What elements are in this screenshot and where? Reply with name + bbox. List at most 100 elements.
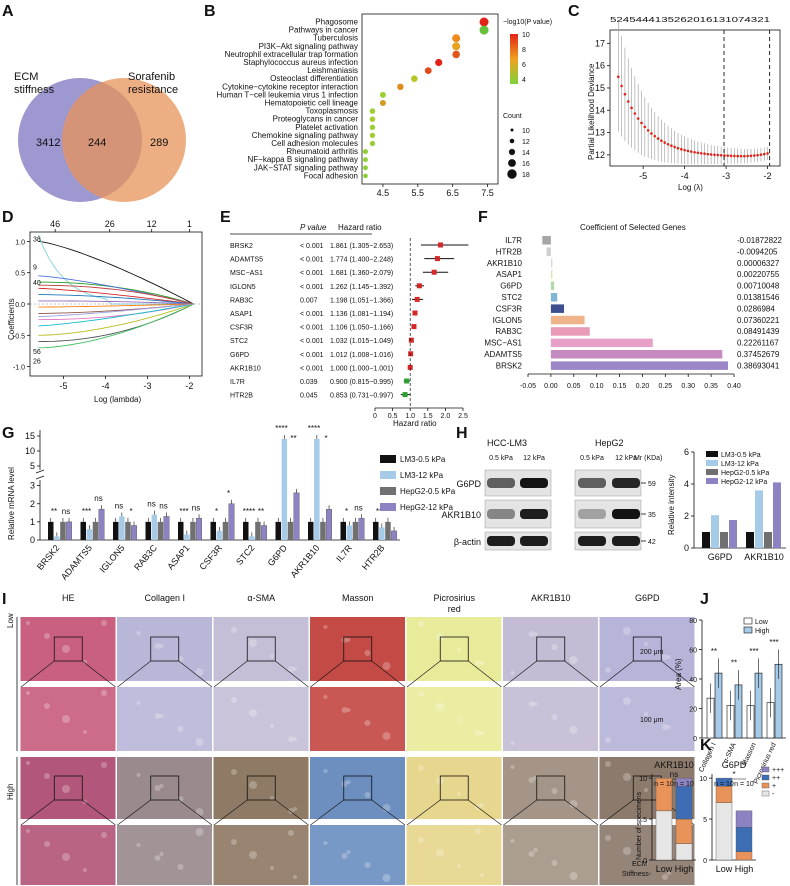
pathway-label: Toxoplasmosis <box>306 107 358 116</box>
j-legend-label: Low <box>755 619 769 626</box>
g-bar <box>119 516 125 540</box>
cv-point <box>719 153 723 157</box>
i-col-header: AKR1B10 <box>531 593 571 603</box>
g-sig-lm3: **** <box>275 424 287 433</box>
zoom-line <box>117 799 151 826</box>
g-sig-hepg2: ** <box>290 434 296 443</box>
tile-texture <box>270 796 274 800</box>
k-stack-segment <box>715 786 733 803</box>
forest-pvalue: < 0.001 <box>300 270 324 277</box>
c-ytick-label: 12 <box>595 150 605 160</box>
zoom-line <box>20 799 55 826</box>
tile-texture <box>231 627 237 633</box>
zoom-line <box>82 660 116 688</box>
coef-gene: STC2 <box>502 293 523 302</box>
coef-value: -0.0094205 <box>737 247 778 256</box>
venn-left-label: ECM stiffness <box>14 71 55 96</box>
tile-texture <box>528 777 535 783</box>
histology-tile <box>599 617 695 681</box>
h-cell1: HCC-LM3 <box>487 438 527 448</box>
tile-texture <box>667 725 671 729</box>
panel-f: F Coefficient of Selected Genes IL7R -0.0… <box>478 209 782 390</box>
zoom-box <box>246 775 276 801</box>
d-xtick-label: -3 <box>143 381 151 391</box>
tile-texture <box>62 715 70 723</box>
g-gene-label: IL7R <box>334 542 354 563</box>
color-tick: 8 <box>522 47 526 54</box>
coef-value: 0.00710048 <box>737 282 780 291</box>
pathway-bubble <box>369 116 376 122</box>
k-sig: * <box>732 770 735 779</box>
k-legend-label: ++ <box>772 775 780 782</box>
d-xtick-label: -5 <box>60 381 68 391</box>
h-protein-label: G6PD <box>456 479 481 489</box>
panel-label-b: B <box>204 3 216 20</box>
j-ylabel: Area (%) <box>674 658 683 690</box>
tile-texture <box>154 643 161 649</box>
g-ytick-label: 15 <box>25 431 35 441</box>
tile-texture <box>551 860 558 866</box>
pathway-bubble <box>411 75 418 82</box>
g-bar <box>190 521 196 540</box>
tile-texture <box>136 701 141 705</box>
cv-point <box>663 141 667 144</box>
tile-texture <box>26 829 30 833</box>
g-bar <box>255 521 261 540</box>
pathway-label: Neutrophil extracellular trap formation <box>225 50 358 59</box>
g-legend: LM3-0.5 kPa LM3-12 kPa HepG2-0.5 kPa HepG2-… <box>380 455 456 512</box>
c-xtick-label: -5 <box>639 171 647 181</box>
h-band <box>578 509 606 519</box>
histology-tile <box>599 687 695 751</box>
i-col-header: Collagen I <box>144 593 185 603</box>
tile-texture <box>249 851 257 859</box>
k-stack-segment <box>715 802 733 861</box>
h-lane-label: 0.5 kPa <box>580 455 604 462</box>
histology-tile <box>117 687 212 751</box>
forest-gene: CSF3R <box>230 325 253 332</box>
pathway-bubble <box>452 34 461 43</box>
i-col-header-2: red <box>448 604 461 614</box>
cv-point <box>749 154 753 158</box>
d-xlabel: Log (lambda) <box>94 395 141 404</box>
k-ylabel: Number of specimens <box>636 791 643 860</box>
i-col-header: Picrosirius <box>433 593 475 603</box>
count-label: 14 <box>522 150 530 157</box>
k-ytick-label: 5 <box>643 817 647 824</box>
h-ytick-label: 6 <box>684 447 689 457</box>
g-axis-break <box>35 475 45 480</box>
coef-bar <box>550 293 558 302</box>
j-sig: *** <box>769 638 778 647</box>
histology-tile <box>117 825 212 885</box>
coef-tick-label: 0.35 <box>704 383 718 390</box>
cv-point <box>736 154 740 158</box>
cv-point <box>746 154 749 158</box>
tile-texture <box>62 645 70 653</box>
tile-texture <box>457 648 461 652</box>
pathway-bubble <box>362 149 368 155</box>
coef-tick-label: 0.30 <box>681 383 695 390</box>
j-legend-swatch <box>743 626 753 634</box>
forest-point <box>408 351 414 357</box>
pathway-bubble <box>369 124 376 130</box>
g-bar <box>352 521 359 540</box>
tile-texture <box>293 737 297 741</box>
g-sig-hepg2: ns <box>192 503 200 512</box>
tile-texture <box>44 633 50 639</box>
coef-bar <box>550 258 553 268</box>
cv-point <box>640 121 643 125</box>
count-label: 10 <box>522 128 530 135</box>
coef-value: 0.00006327 <box>737 259 780 268</box>
zoom-line <box>661 660 695 688</box>
tile-texture <box>231 839 237 845</box>
g-bar <box>314 439 320 540</box>
g-gene-label: HTR2B <box>360 543 387 572</box>
venn-label-line: stiffness <box>14 84 55 96</box>
d-xtick-label: -2 <box>185 381 193 391</box>
tile-texture <box>154 785 161 791</box>
cv-point <box>643 125 647 129</box>
zoom-line <box>20 660 55 688</box>
tile-texture <box>323 695 328 699</box>
zoom-box <box>536 775 566 801</box>
zoom-box <box>150 775 180 801</box>
histology-tile <box>117 617 212 681</box>
